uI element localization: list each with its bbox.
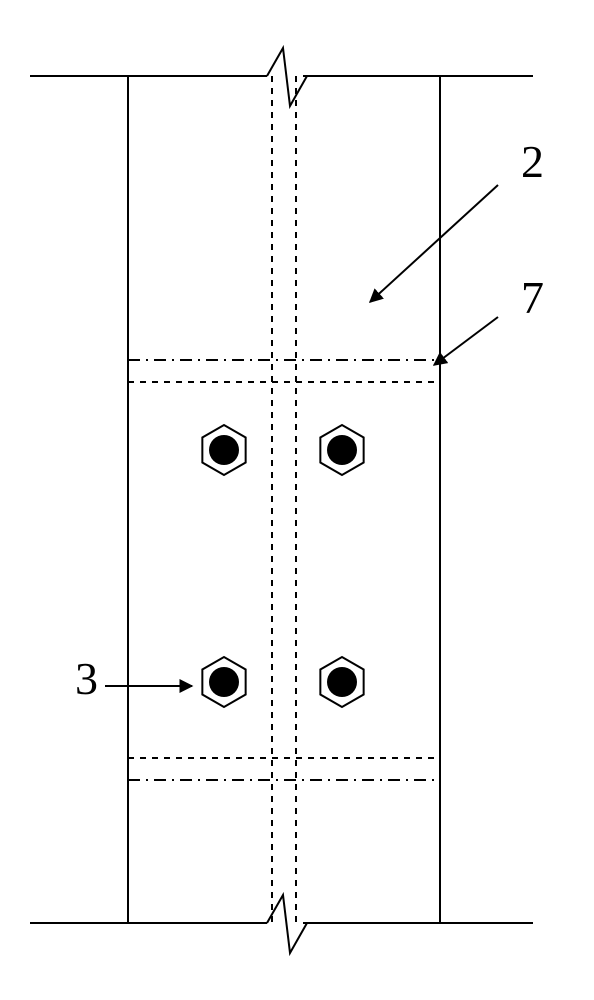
hex-bolt bbox=[320, 425, 363, 475]
hex-bolt bbox=[202, 425, 245, 475]
hex-bolt bbox=[202, 657, 245, 707]
diagram-canvas: 2 7 3 bbox=[0, 0, 594, 1000]
callout-7-label: 7 bbox=[521, 272, 544, 323]
callout-3-label: 3 bbox=[75, 653, 98, 704]
callout-7-leader bbox=[434, 317, 498, 365]
hex-bolt bbox=[320, 657, 363, 707]
callout-2-label: 2 bbox=[521, 136, 544, 187]
break-mark-bottom bbox=[267, 895, 307, 953]
callout-2-leader bbox=[370, 185, 498, 302]
